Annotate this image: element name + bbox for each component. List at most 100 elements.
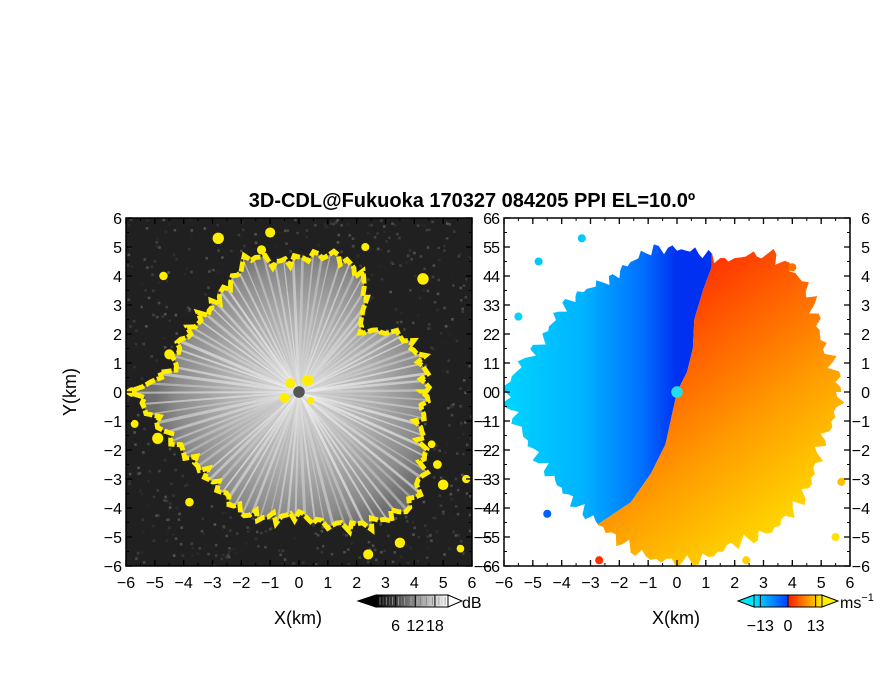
velocity-speck	[577, 234, 586, 243]
noise-speck	[135, 345, 138, 349]
noise-speck	[442, 510, 445, 514]
noise-speck	[394, 307, 398, 311]
noise-speck	[400, 312, 403, 315]
noise-speck	[452, 403, 455, 406]
noise-speck	[316, 243, 320, 247]
noise-speck	[168, 222, 171, 226]
noise-speck	[343, 550, 346, 554]
noise-speck	[145, 226, 149, 230]
noise-speck	[425, 540, 429, 543]
noise-speck	[221, 512, 225, 515]
noise-speck	[323, 546, 327, 549]
noise-speck	[398, 236, 401, 240]
colorbar-tick-label: 0	[784, 618, 793, 635]
snr-ray	[194, 251, 300, 393]
noise-speck	[376, 232, 379, 235]
noise-speck	[340, 250, 344, 254]
noise-speck	[142, 530, 145, 533]
y-tick-label: 1	[861, 356, 870, 373]
noise-speck	[451, 317, 454, 321]
y-tick-label: −5	[104, 530, 122, 547]
noise-speck	[172, 533, 175, 536]
noise-speck	[428, 326, 432, 330]
y-tick-label: 2	[491, 327, 500, 344]
noise-speck	[336, 241, 340, 244]
noise-speck	[469, 495, 472, 498]
noise-speck	[276, 256, 279, 260]
noise-speck	[396, 558, 400, 561]
noise-speck	[370, 223, 373, 227]
noise-speck	[391, 222, 394, 226]
noise-speck	[446, 442, 449, 445]
noise-speck	[459, 286, 463, 290]
noise-speck	[450, 413, 454, 417]
noise-speck	[167, 271, 170, 274]
noise-speck	[184, 309, 188, 312]
noise-speck	[158, 469, 161, 473]
noise-speck	[146, 219, 149, 222]
noise-speck	[161, 432, 165, 436]
noise-speck	[152, 524, 155, 528]
snr-ray	[298, 251, 345, 393]
noise-speck	[461, 307, 464, 311]
noise-speck	[254, 241, 258, 245]
noise-speck	[270, 523, 274, 526]
noise-speck	[427, 546, 430, 550]
noise-speck	[448, 424, 451, 427]
snr-ray	[297, 391, 351, 532]
noise-speck	[217, 270, 220, 274]
noise-speck	[157, 301, 161, 305]
noise-speck	[165, 280, 169, 283]
noise-speck	[337, 233, 341, 237]
noise-speck	[210, 505, 214, 508]
noise-speck	[183, 484, 187, 488]
snr-ray	[298, 391, 430, 434]
noise-speck	[461, 310, 465, 314]
y-tick-label: 5	[861, 240, 870, 257]
noise-speck	[203, 227, 207, 230]
y-tick-label: −2	[104, 443, 122, 460]
noise-speck	[429, 534, 432, 537]
noise-speck	[414, 274, 417, 278]
noise-speck	[196, 552, 200, 556]
snr-yellow-speck	[306, 396, 315, 405]
noise-speck	[167, 518, 170, 522]
noise-speck	[449, 489, 453, 493]
noise-speck	[449, 492, 453, 496]
noise-speck	[379, 523, 382, 526]
snr-ray	[298, 390, 430, 421]
noise-speck	[186, 306, 190, 309]
x-tick-label: 2	[352, 575, 361, 592]
x-tick-label: −2	[232, 575, 250, 592]
noise-speck	[396, 232, 399, 236]
noise-speck	[396, 321, 399, 324]
snr-echo-edge	[126, 248, 433, 537]
snr-ray	[298, 391, 430, 406]
snr-ray	[260, 251, 301, 393]
noise-speck	[221, 256, 224, 259]
noise-speck	[174, 537, 178, 540]
noise-speck	[294, 218, 297, 222]
noise-speck	[164, 312, 167, 316]
snr-yellow-speck	[159, 271, 168, 281]
noise-speck	[168, 502, 172, 505]
noise-speck	[411, 521, 415, 524]
noise-speck	[142, 451, 145, 454]
noise-speck	[451, 272, 455, 276]
noise-speck	[156, 237, 159, 241]
snr-ray	[298, 391, 367, 532]
x-tick-label: 3	[381, 575, 390, 592]
noise-speck	[143, 427, 146, 431]
y-tick-label: −1	[104, 414, 122, 431]
y-tick-label: 2	[483, 327, 492, 344]
noise-speck	[201, 517, 205, 521]
noise-speck	[432, 264, 436, 267]
noise-speck	[157, 514, 161, 517]
noise-speck	[450, 484, 453, 488]
noise-speck	[375, 558, 378, 562]
noise-speck	[457, 436, 460, 439]
noise-speck	[468, 529, 472, 533]
snr-ray	[292, 391, 301, 532]
x-tick-label: 1	[701, 575, 710, 592]
snr-ray	[297, 391, 378, 532]
